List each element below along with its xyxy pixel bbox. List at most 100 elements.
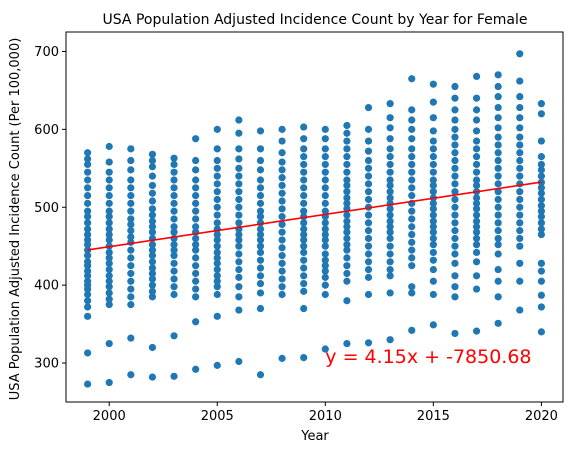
- data-point: [84, 155, 92, 163]
- data-point: [451, 259, 459, 267]
- data-point: [105, 259, 113, 267]
- data-point: [84, 297, 92, 305]
- data-point: [386, 124, 394, 132]
- data-point: [278, 220, 286, 228]
- data-point: [148, 205, 157, 213]
- data-point: [472, 194, 481, 202]
- data-point: [256, 236, 265, 244]
- x-tick-label: 2000: [93, 409, 126, 424]
- data-point: [472, 153, 481, 161]
- data-point: [127, 277, 135, 285]
- data-point: [537, 166, 545, 174]
- data-point: [451, 116, 459, 124]
- data-point: [148, 197, 157, 205]
- data-point: [256, 289, 265, 297]
- data-point: [364, 250, 373, 258]
- data-point: [321, 225, 329, 233]
- data-point: [300, 236, 308, 244]
- data-point: [256, 219, 265, 227]
- data-point: [127, 262, 135, 270]
- data-point: [516, 242, 524, 250]
- data-point: [213, 265, 221, 274]
- data-point: [494, 71, 502, 79]
- data-point: [494, 93, 502, 101]
- data-point: [451, 227, 459, 235]
- data-point: [364, 156, 373, 165]
- data-point: [235, 273, 243, 281]
- data-point: [170, 215, 178, 223]
- data-point: [256, 280, 265, 288]
- data-point: [451, 149, 459, 157]
- data-point: [537, 219, 545, 227]
- data-point: [408, 283, 416, 291]
- data-point: [192, 156, 200, 165]
- data-point: [127, 176, 135, 184]
- data-point: [213, 312, 221, 320]
- data-point: [451, 106, 459, 114]
- data-point: [429, 290, 437, 299]
- data-point: [84, 168, 92, 176]
- data-point: [300, 160, 308, 169]
- data-point: [429, 181, 437, 190]
- data-point: [408, 176, 416, 184]
- data-point: [256, 127, 265, 135]
- data-point: [321, 281, 329, 289]
- data-point: [105, 339, 113, 348]
- data-point: [429, 145, 437, 153]
- data-point: [192, 293, 200, 301]
- data-point: [386, 234, 394, 243]
- data-point: [300, 280, 308, 288]
- data-point: [451, 94, 459, 102]
- data-point: [300, 123, 308, 131]
- data-point: [494, 319, 502, 327]
- data-point: [386, 114, 394, 122]
- data-point: [213, 203, 221, 211]
- data-point: [343, 188, 351, 196]
- data-point: [494, 149, 502, 157]
- data-point: [278, 166, 286, 174]
- data-point: [451, 195, 459, 204]
- data-point: [494, 156, 502, 165]
- x-axis-label: Year: [300, 429, 329, 444]
- data-point: [192, 215, 200, 223]
- data-point: [472, 211, 481, 219]
- data-point: [321, 267, 329, 275]
- data-point: [494, 133, 502, 141]
- data-point: [84, 303, 92, 311]
- data-point: [105, 295, 113, 303]
- data-point: [235, 145, 243, 153]
- data-point: [429, 217, 437, 225]
- data-point: [148, 217, 157, 225]
- data-point: [494, 124, 502, 132]
- data-point: [429, 160, 437, 169]
- data-point: [105, 225, 113, 233]
- data-point: [235, 306, 243, 314]
- data-point: [300, 191, 308, 200]
- data-point: [408, 116, 416, 124]
- data-point: [386, 217, 394, 225]
- data-point: [278, 125, 286, 133]
- data-point: [386, 145, 394, 153]
- data-point: [105, 265, 113, 274]
- data-point: [148, 223, 157, 231]
- data-point: [472, 181, 481, 190]
- data-point: [278, 244, 286, 252]
- data-point: [537, 267, 545, 275]
- data-point: [386, 194, 394, 202]
- data-point: [321, 242, 329, 250]
- data-point: [256, 156, 265, 165]
- data-point: [235, 180, 243, 188]
- data-point: [105, 248, 113, 257]
- data-point: [472, 116, 481, 124]
- data-point: [343, 217, 351, 225]
- data-point: [192, 234, 200, 243]
- data-point: [300, 176, 308, 184]
- data-point: [343, 241, 351, 249]
- data-point: [516, 77, 524, 85]
- data-point: [451, 156, 459, 165]
- data-point: [451, 250, 459, 258]
- data-point: [537, 303, 545, 311]
- data-point: [451, 283, 459, 291]
- data-point: [170, 228, 178, 236]
